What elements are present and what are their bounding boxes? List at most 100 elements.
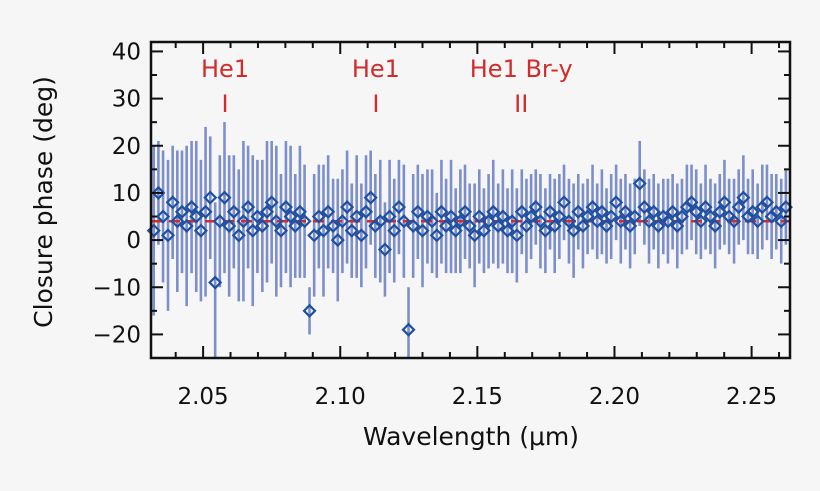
spectral-line-labels: He1 I He1 I He1 Br-y II — [201, 55, 573, 118]
data-point — [340, 200, 355, 215]
plot-border — [149, 40, 792, 360]
x-tick-label: 2.05 — [177, 384, 228, 410]
data-point — [745, 204, 760, 219]
data-point — [358, 204, 374, 219]
data-point — [750, 214, 765, 229]
data-point — [189, 209, 204, 224]
line-annotation-label: He1 Br-y — [470, 55, 573, 83]
y-tick-label: −20 — [92, 322, 141, 348]
data-point — [165, 195, 180, 210]
data-point — [269, 214, 284, 229]
y-tick-label: −10 — [92, 275, 141, 301]
data-point — [590, 214, 605, 229]
data-point — [627, 209, 642, 224]
data-point — [326, 218, 341, 233]
line-annotation-mark: I — [372, 90, 379, 118]
data-point — [736, 190, 751, 205]
data-point — [670, 218, 685, 233]
data-point — [514, 204, 529, 219]
x-tick-label: 2.25 — [726, 384, 777, 410]
data-point — [330, 233, 345, 248]
data-point — [637, 200, 652, 215]
data-point — [717, 195, 732, 210]
data-point — [311, 209, 326, 224]
data-point — [660, 214, 676, 229]
data-point — [434, 204, 449, 219]
data-point — [439, 218, 454, 233]
data-point — [684, 195, 699, 210]
data-point — [259, 204, 275, 219]
y-tick-label: 10 — [112, 181, 141, 207]
data-point — [462, 218, 477, 233]
data-point — [538, 223, 553, 238]
y-tick-label: 20 — [112, 134, 141, 160]
data-point — [160, 228, 176, 243]
data-point — [448, 223, 463, 238]
data-point — [208, 275, 223, 290]
data-point — [481, 214, 496, 229]
data-point — [698, 200, 713, 215]
data-point — [491, 218, 506, 233]
data-point — [703, 209, 718, 224]
data-point — [580, 209, 595, 224]
data-point — [674, 209, 690, 224]
data-point — [170, 214, 185, 229]
data-point — [524, 209, 539, 224]
data-point — [316, 223, 331, 238]
data-point — [472, 209, 487, 224]
data-point — [708, 218, 723, 233]
data-point — [547, 218, 562, 233]
data-point — [236, 214, 251, 229]
data-point — [641, 214, 657, 229]
error-bar-layer — [152, 122, 788, 358]
data-point — [731, 200, 746, 215]
line-annotation-mark: II — [514, 90, 528, 118]
data-point — [495, 209, 510, 224]
data-point — [174, 204, 190, 219]
data-point — [373, 214, 388, 229]
y-tick-label: 30 — [112, 87, 141, 113]
line-annotation: He1 I — [201, 55, 249, 118]
data-point — [255, 218, 270, 233]
data-point — [335, 214, 350, 229]
data-point — [226, 204, 241, 219]
data-point — [292, 204, 307, 219]
data-point — [604, 209, 619, 224]
y-tick-label: 0 — [126, 228, 141, 254]
data-point — [505, 214, 520, 229]
data-point — [391, 200, 406, 215]
line-annotation-mark: I — [222, 90, 229, 118]
data-point — [476, 223, 491, 238]
line-annotation: He1 I — [352, 55, 400, 118]
data-point — [429, 228, 444, 243]
data-point — [283, 209, 298, 224]
data-point — [609, 195, 624, 210]
line-annotation-label: He1 — [352, 55, 400, 83]
data-point — [457, 204, 473, 219]
data-point — [354, 228, 369, 243]
data-point — [740, 209, 756, 224]
data-point — [443, 209, 459, 224]
x-tick-label: 2.15 — [452, 384, 503, 410]
y-tick-label: 40 — [112, 39, 141, 65]
plot-frame — [149, 40, 792, 360]
data-point — [755, 200, 770, 215]
data-point — [712, 204, 727, 219]
data-point — [203, 190, 218, 205]
data-point — [387, 223, 402, 238]
data-point — [759, 195, 775, 210]
data-point — [288, 218, 303, 233]
data-point — [486, 204, 501, 219]
data-point — [179, 218, 194, 233]
x-axis-title: Wavelength (μm) — [363, 422, 579, 451]
data-point — [693, 214, 708, 229]
line-annotation: He1 Br-y II — [470, 55, 573, 118]
data-point — [665, 204, 680, 219]
data-point — [264, 195, 279, 210]
y-axis: −20 −10 0 10 20 30 40 — [92, 39, 790, 359]
data-point — [613, 214, 628, 229]
data-point — [528, 200, 543, 215]
data-point — [651, 218, 666, 233]
x-tick-label: 2.20 — [589, 384, 640, 410]
data-point — [396, 214, 411, 229]
